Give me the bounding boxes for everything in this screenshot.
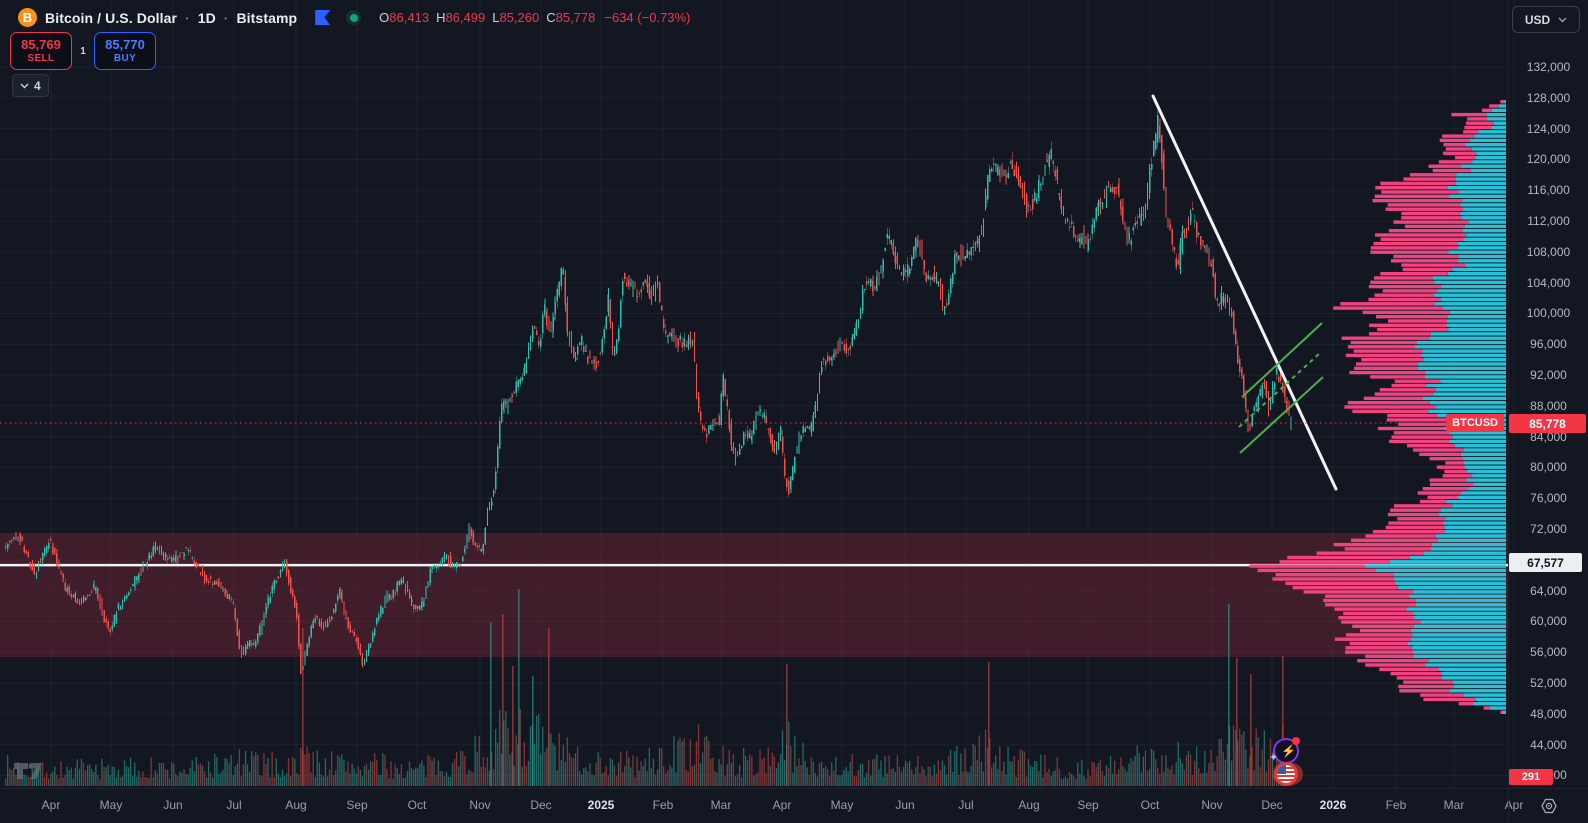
time-axis-label: Apr [41,798,61,812]
time-axis-label: Dec [1261,798,1283,812]
time-axis-label: Mar [1443,798,1465,812]
axis-separator-vertical [1508,0,1509,823]
price-axis-label: 56,000 [1530,645,1567,660]
chevron-down-icon [1558,17,1567,22]
chevron-down-icon [20,83,29,88]
price-axis-label: 124,000 [1526,121,1571,136]
symbol-title[interactable]: Bitcoin / U.S. Dollar [45,9,178,26]
time-axis-label: 2026 [1319,798,1347,812]
price-axis-label: 100,000 [1526,306,1571,321]
tradingview-logo [13,760,49,787]
price-axis-label: 96,000 [1530,337,1567,352]
price-axis-label: 128,000 [1526,90,1571,105]
support-zone-rect [0,533,1508,657]
time-axis-label: Sep [1077,798,1099,812]
volume-histogram [5,589,1292,786]
trendline-white [1151,94,1338,491]
price-axis-label: 108,000 [1526,244,1571,259]
price-axis-label: 52,000 [1530,676,1567,691]
price-axis-label: 64,000 [1530,583,1567,598]
time-axis-label: Nov [1201,798,1223,812]
time-axis-label: Apr [1504,798,1524,812]
buy-button[interactable]: 85,770 BUY [94,32,156,70]
price-axis-label: 76,000 [1530,491,1567,506]
symbol-legend[interactable]: B Bitcoin / U.S. Dollar · 1D · Bitstamp … [18,8,690,27]
price-axis-label: 72,000 [1530,522,1567,537]
grid-lines [0,0,1515,788]
high-value: 86,499 [445,10,486,25]
time-axis-label: May [99,798,123,812]
hexagon-settings-icon [1540,798,1557,814]
symbol-price-label: BTCUSD [1446,414,1504,432]
price-axis-label: 120,000 [1526,152,1571,167]
trade-buttons: 85,769 SELL 1 85,770 BUY [10,32,156,70]
time-axis-label: Aug [285,798,307,812]
us-flag-icon [1277,765,1295,783]
last-price-badge: 85,778 [1509,414,1586,433]
open-value: 86,413 [389,10,430,25]
time-axis-label: May [830,798,854,812]
volume-profile [1249,100,1506,714]
price-axis-label: 84,000 [1530,429,1567,444]
price-axis-label: 132,000 [1526,60,1571,75]
time-axis-label: Jun [895,798,915,812]
time-axis-label: Sep [346,798,368,812]
interval-label[interactable]: 1D [197,9,216,26]
low-value: 85,260 [499,10,540,25]
price-axis[interactable]: 132,000 128,000 124,000 120,000 116,000 112,0… [1509,0,1588,788]
hline-price-badge: 67,577 [1509,553,1582,572]
volume-value-badge: 291 [1509,769,1553,785]
sell-button[interactable]: 85,769 SELL [10,32,72,70]
currency-label: USD [1524,12,1551,27]
time-axis-label: Jul [958,798,974,812]
currency-dropdown[interactable]: USD [1512,6,1580,33]
time-axis-label: Mar [710,798,732,812]
time-axis-label: Dec [530,798,552,812]
spread-value: 1 [80,45,86,57]
indicators-count: 4 [34,78,41,93]
sparkle-icon: ✦ [1269,752,1279,764]
indicators-collapse-button[interactable]: 4 [12,74,49,97]
axis-separator-horizontal [0,788,1588,789]
time-axis-label: 2025 [587,798,615,812]
price-axis-label: 44,000 [1530,737,1567,752]
price-axis-label: 104,000 [1526,275,1571,290]
time-axis-label: Jun [163,798,183,812]
ai-signal-event-icon[interactable]: ⚡ ✦ [1269,737,1300,764]
flag-icon[interactable] [315,10,331,25]
price-axis-label: 88,000 [1530,398,1567,413]
bitcoin-icon: B [18,8,37,27]
price-axis-label: 92,000 [1530,368,1567,383]
us-economic-event-icon[interactable] [1274,762,1298,786]
close-value: 85,778 [555,10,596,25]
market-status-icon[interactable] [346,10,362,25]
time-axis[interactable]: Apr May Jun Jul Aug Sep Oct Nov Dec 2025 Feb Mar Apr… [0,789,1524,823]
separator-dot: · [223,9,229,26]
exchange-label[interactable]: Bitstamp [236,9,298,26]
price-axis-label: 116,000 [1527,183,1570,198]
time-axis-label: Oct [407,798,427,812]
price-axis-label: 48,000 [1530,706,1567,721]
time-axis-label: Apr [772,798,792,812]
time-axis-label: Feb [652,798,674,812]
separator-dot: · [185,9,190,26]
lightning-icon: ⚡ [1281,744,1296,758]
time-axis-label: Jul [226,798,242,812]
price-axis-label: 80,000 [1530,460,1567,475]
price-axis-label: 60,000 [1530,614,1567,629]
time-axis-label: Aug [1018,798,1040,812]
change-value: −634 (−0.73%) [604,10,691,25]
parallel-channel-green [1238,322,1324,454]
candlesticks [5,110,1292,675]
notification-dot [1292,737,1300,745]
price-axis-label: 112,000 [1527,214,1570,229]
scale-settings-button[interactable] [1509,789,1588,823]
time-axis-label: Oct [1140,798,1160,812]
time-axis-label: Feb [1385,798,1407,812]
time-axis-label: Nov [469,798,491,812]
ohlc-values: O86,413 H86,499 L85,260 C85,778 −634 (−0… [379,10,691,25]
